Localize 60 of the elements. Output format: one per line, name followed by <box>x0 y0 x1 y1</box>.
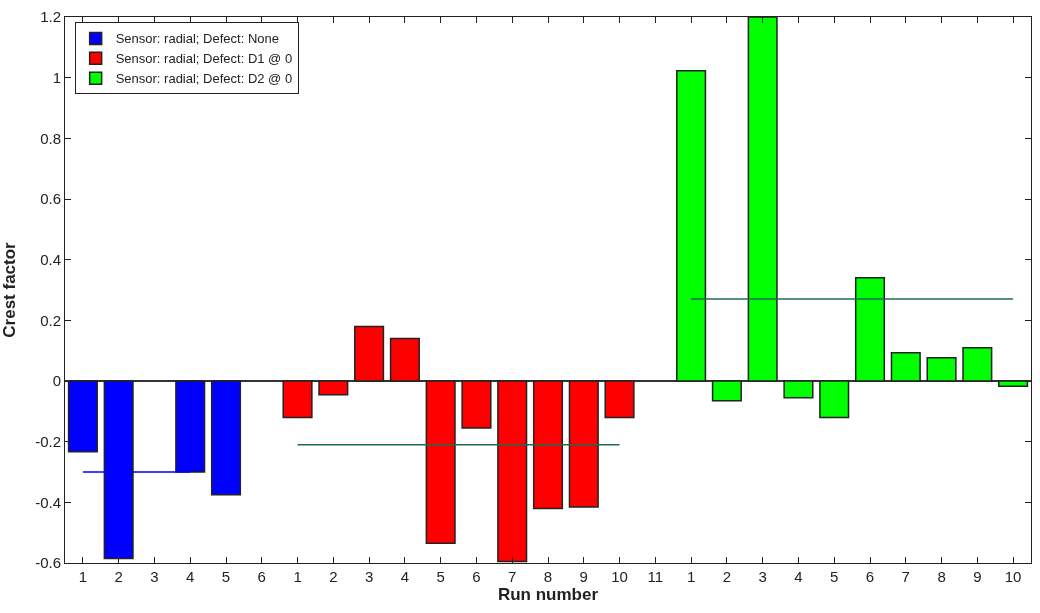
x-tick-label: 6 <box>472 568 481 585</box>
y-tick-label: 1 <box>52 68 61 86</box>
y-tick-label: 0 <box>52 372 61 390</box>
y-tick-label: 0.2 <box>40 311 61 329</box>
bar <box>282 380 313 419</box>
y-tick-label: 1.2 <box>40 8 61 26</box>
y-tick-label: -0.6 <box>35 554 61 572</box>
y-tick-label: 0.4 <box>40 250 61 268</box>
bar <box>532 380 564 510</box>
legend-label: Sensor: radial; Defect: D2 @ 0 <box>115 71 293 87</box>
x-tick-label: 3 <box>150 568 159 585</box>
bar <box>890 352 921 382</box>
x-tick-label: 3 <box>758 568 767 585</box>
x-tick-label: 9 <box>579 568 588 585</box>
x-tick-label: 4 <box>400 568 410 585</box>
x-tick-label: 2 <box>722 568 732 585</box>
bar <box>962 346 993 382</box>
x-tick-label: 8 <box>543 568 553 585</box>
x-tick-label: 11 <box>647 568 664 585</box>
x-tick-label: 1 <box>293 568 302 585</box>
bar <box>461 380 492 429</box>
x-tick-label: 5 <box>221 568 231 585</box>
x-tick-label: 9 <box>973 568 982 585</box>
bar <box>926 356 957 382</box>
x-tick-label: 10 <box>1004 568 1022 585</box>
y-tick-label: -0.2 <box>35 432 61 450</box>
bar <box>354 325 385 382</box>
legend-label: Sensor: radial; Defect: None <box>115 31 279 47</box>
x-tick-label: 2 <box>329 568 338 585</box>
x-tick-label: 6 <box>257 568 266 585</box>
bar <box>389 337 420 382</box>
y-tick-label: 0.6 <box>40 190 61 208</box>
bar <box>819 380 850 419</box>
x-tick-label: 4 <box>186 568 195 585</box>
bar <box>425 380 456 545</box>
bar <box>568 380 599 508</box>
bar <box>676 69 707 382</box>
x-tick-label: 1 <box>78 568 88 585</box>
y-axis-title: Crest factor <box>0 241 19 338</box>
bar <box>318 380 349 396</box>
x-tick-label: 5 <box>830 568 839 585</box>
x-tick-label: 1 <box>686 568 696 585</box>
legend-label: Sensor: radial; Defect: D1 @ 0 <box>115 51 293 67</box>
x-tick-label: 4 <box>794 568 803 585</box>
bar <box>783 380 814 399</box>
bar <box>604 380 635 419</box>
x-tick-label: 2 <box>114 568 123 585</box>
x-tick-label: 5 <box>436 568 445 585</box>
bar <box>210 380 242 496</box>
y-tick-label: -0.4 <box>35 493 61 511</box>
x-tick-label: 3 <box>364 568 374 585</box>
x-tick-label: 10 <box>611 568 628 585</box>
x-tick-label: 7 <box>508 568 517 585</box>
x-tick-label: 7 <box>901 568 910 585</box>
bar <box>711 380 742 402</box>
y-tick-label: 0.8 <box>40 129 61 147</box>
bar <box>854 277 886 382</box>
x-axis-title: Run number <box>497 585 599 604</box>
x-tick-label: 8 <box>937 568 946 585</box>
x-tick-label: 6 <box>865 568 875 585</box>
